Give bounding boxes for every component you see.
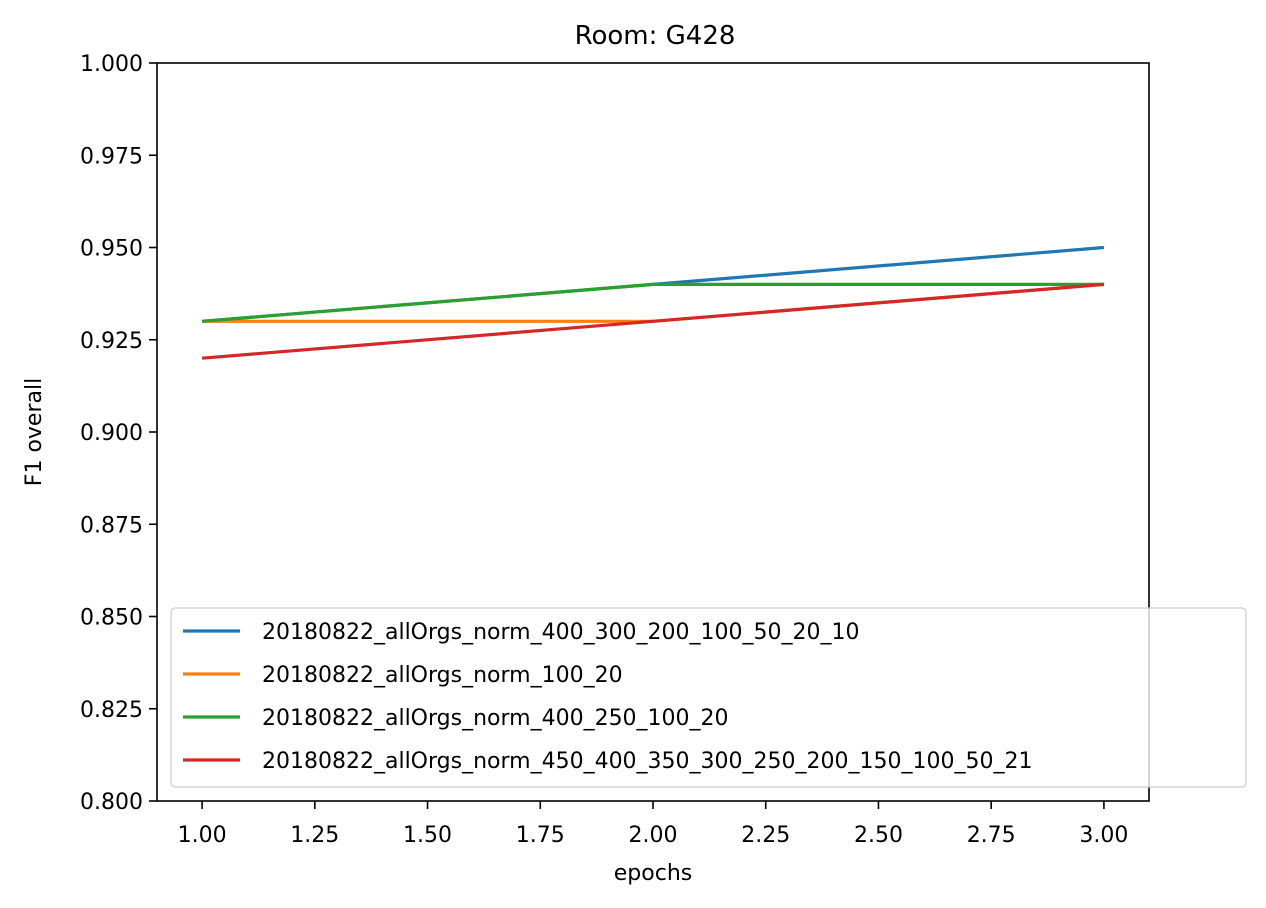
legend-label-4: 20180822_allOrgs_norm_450_400_350_300_25… bbox=[262, 749, 1033, 774]
x-tick-label: 2.75 bbox=[967, 823, 1016, 848]
x-tick-label: 3.00 bbox=[1079, 823, 1128, 848]
y-tick-label: 1.000 bbox=[80, 52, 143, 77]
legend: 20180822_allOrgs_norm_400_300_200_100_50… bbox=[170, 607, 1247, 788]
x-tick-label: 2.50 bbox=[854, 823, 903, 848]
series-layer bbox=[201, 245, 1105, 360]
x-tick-label: 2.00 bbox=[629, 823, 678, 848]
y-tick-label: 0.800 bbox=[80, 790, 143, 815]
series-line-3 bbox=[201, 282, 1104, 323]
y-tick-label: 0.950 bbox=[80, 237, 143, 262]
y-tick-label: 0.875 bbox=[80, 513, 143, 538]
legend-box bbox=[170, 607, 1247, 788]
legend-label-1: 20180822_allOrgs_norm_400_300_200_100_50… bbox=[262, 620, 860, 645]
x-tick-label: 2.25 bbox=[741, 823, 790, 848]
legend-label-2: 20180822_allOrgs_norm_100_20 bbox=[262, 663, 623, 688]
x-tick-label: 1.00 bbox=[178, 823, 227, 848]
x-tick-label: 1.25 bbox=[290, 823, 339, 848]
y-tick-label: 0.825 bbox=[80, 698, 143, 723]
y-tick-label: 0.975 bbox=[80, 144, 143, 169]
y-tick-label: 0.925 bbox=[80, 329, 143, 354]
legend-label-3: 20180822_allOrgs_norm_400_250_100_20 bbox=[262, 706, 729, 731]
x-tick-label: 1.75 bbox=[516, 823, 565, 848]
x-axis-label: epochs bbox=[614, 861, 692, 886]
x-axis: 1.00 1.25 1.50 1.75 2.00 2.25 2.50 2.75 3.00 bbox=[178, 801, 1128, 848]
y-tick-label: 0.900 bbox=[80, 421, 143, 446]
y-axis: 0.800 0.825 0.850 0.875 0.900 0.925 0.950 0.975… bbox=[80, 52, 157, 815]
series-line-4 bbox=[201, 282, 1105, 360]
x-tick-label: 1.50 bbox=[403, 823, 452, 848]
y-tick-label: 0.850 bbox=[80, 606, 143, 631]
y-axis-label: F1 overall bbox=[22, 378, 47, 486]
chart-title: Room: G428 bbox=[575, 21, 736, 51]
